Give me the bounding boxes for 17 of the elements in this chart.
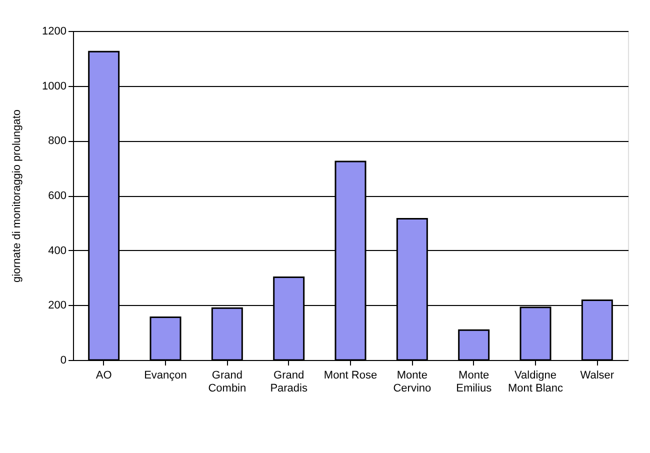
x-tick-label: Grand Combin	[208, 370, 246, 394]
y-tick-label: 200	[48, 300, 66, 312]
x-tick-label: Mont Rose	[324, 370, 378, 382]
x-tick-label: Monte Cervino	[393, 370, 432, 394]
y-tick-label: 800	[48, 135, 66, 148]
x-tick-label: Monte Emilius	[456, 370, 492, 394]
y-tick-label: 1200	[42, 26, 66, 38]
y-tick-label: 400	[48, 244, 66, 257]
x-tick-label: Valdigne Mont Blanc	[508, 370, 564, 394]
x-tick-label: Walser	[580, 370, 614, 382]
x-tick-label: Grand Paradis	[270, 370, 308, 394]
y-tick-label: 1000	[42, 80, 66, 92]
x-tick-label: Evançon	[144, 370, 187, 382]
x-tick-label: AO	[96, 370, 112, 382]
y-axis-title: giornate di monitoraggio prolungato	[11, 109, 24, 283]
y-tick-label: 600	[48, 190, 66, 202]
y-tick-label: 0	[60, 354, 66, 366]
